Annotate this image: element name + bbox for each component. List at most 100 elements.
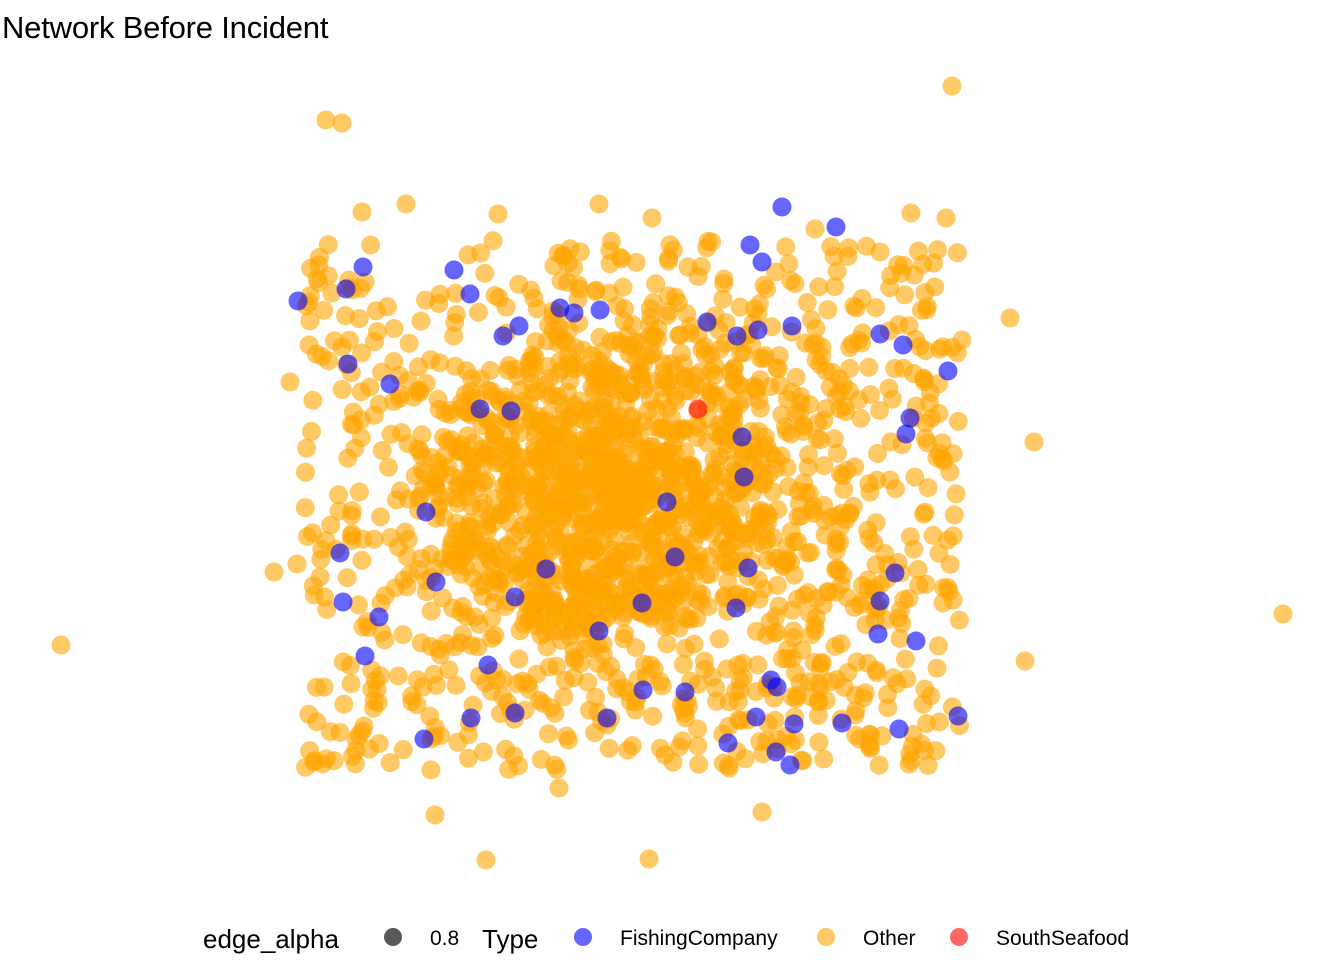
other-node-cloud — [408, 357, 428, 377]
other-node-cloud — [827, 261, 847, 281]
other-node-cloud — [788, 507, 808, 527]
other-node-cloud — [509, 756, 528, 776]
other-node-cloud — [384, 319, 404, 338]
other-node-cloud — [596, 662, 616, 682]
point-fishingcompany — [896, 424, 916, 444]
other-node-core — [732, 448, 752, 468]
other-node-core — [454, 548, 473, 568]
other-node-cloud — [766, 607, 786, 626]
other-node-core — [458, 468, 478, 488]
legend-title-type: Type — [482, 924, 539, 954]
other-node-cloud — [411, 633, 431, 653]
other-node-cloud — [728, 584, 748, 604]
other-node-core — [681, 381, 701, 401]
other-node-core — [555, 401, 575, 420]
other-node-cloud — [297, 438, 317, 458]
other-node-cloud — [851, 408, 871, 428]
other-node-cloud — [585, 281, 605, 301]
other-node-cloud — [925, 277, 945, 297]
other-node-core — [570, 391, 590, 411]
other-node-cloud — [834, 479, 854, 499]
other-node-cloud — [316, 531, 336, 551]
other-node-core — [662, 378, 681, 398]
other-node-cloud — [916, 413, 936, 433]
other-node-core — [589, 449, 609, 468]
other-node-cloud — [811, 653, 831, 673]
other-node-cloud — [849, 330, 868, 350]
legend-label-other: Other — [863, 927, 916, 950]
other-node-cloud — [529, 690, 549, 710]
point-fishingcompany — [461, 708, 481, 728]
other-node-cloud — [560, 544, 580, 564]
other-node-cloud — [729, 710, 749, 730]
other-node-core — [607, 331, 627, 351]
other-node-core — [537, 331, 557, 351]
other-node-cloud — [342, 501, 362, 521]
other-node-cloud — [946, 484, 966, 504]
point-fishingcompany — [460, 284, 480, 304]
other-node-cloud — [800, 604, 820, 624]
other-node-cloud — [908, 560, 928, 579]
other-node-core — [578, 433, 598, 453]
other-node-cloud — [872, 726, 892, 746]
other-node-cloud — [928, 240, 947, 260]
other-node-core — [482, 446, 502, 466]
other-node-cloud — [689, 754, 709, 774]
other-node-core — [726, 531, 746, 551]
other-node-core — [664, 443, 684, 463]
other-node-core — [637, 346, 657, 366]
other-node-cloud — [545, 755, 565, 775]
point-other — [942, 76, 962, 96]
point-other — [805, 219, 825, 239]
point-fishingcompany — [752, 252, 772, 272]
point-other — [396, 194, 416, 214]
other-node-cloud — [379, 457, 398, 477]
other-node-cloud — [777, 537, 797, 557]
other-node-cloud — [316, 749, 336, 769]
other-node-cloud — [314, 587, 334, 607]
other-node-cloud — [749, 514, 769, 534]
other-node-cloud — [750, 294, 769, 314]
other-node-cloud — [833, 466, 853, 486]
other-node-cloud — [599, 738, 619, 758]
point-fishingcompany — [868, 624, 888, 644]
other-node-cloud — [852, 289, 872, 308]
other-node-cloud — [691, 257, 711, 276]
other-node-core — [661, 469, 681, 489]
other-node-core — [486, 583, 505, 603]
point-fishingcompany — [505, 703, 525, 723]
other-node-cloud — [554, 687, 574, 707]
point-fishingcompany — [766, 742, 786, 762]
other-node-core — [692, 584, 712, 604]
other-node-core — [525, 595, 545, 614]
other-node-cloud — [622, 736, 642, 756]
other-node-cloud — [827, 670, 847, 689]
point-other — [1015, 651, 1035, 671]
other-node-cloud — [768, 575, 787, 595]
other-node-cloud — [814, 495, 834, 515]
other-node-cloud — [586, 687, 606, 707]
point-fishingcompany — [493, 326, 513, 346]
other-node-cloud — [899, 316, 919, 336]
other-node-cloud — [846, 700, 866, 720]
point-fishingcompany — [726, 598, 746, 618]
other-node-cloud — [818, 300, 838, 320]
other-node-core — [695, 515, 715, 535]
other-node-cloud — [688, 719, 708, 739]
other-node-cloud — [782, 687, 802, 707]
point-fishingcompany — [564, 303, 584, 323]
legend-key-edge-alpha — [384, 928, 402, 946]
other-node-cloud — [730, 671, 750, 691]
point-other — [639, 849, 659, 869]
other-node-cloud — [754, 469, 774, 489]
other-node-cloud — [695, 659, 715, 679]
other-node-cloud — [364, 405, 384, 425]
other-node-cloud — [615, 624, 635, 644]
other-node-core — [486, 546, 506, 566]
other-node-core — [563, 477, 583, 497]
legend-label-fishingcompany: FishingCompany — [620, 927, 778, 950]
other-node-cloud — [342, 531, 362, 551]
other-node-cloud — [407, 695, 427, 715]
other-node-cloud — [349, 309, 369, 329]
other-node-cloud — [814, 410, 834, 430]
